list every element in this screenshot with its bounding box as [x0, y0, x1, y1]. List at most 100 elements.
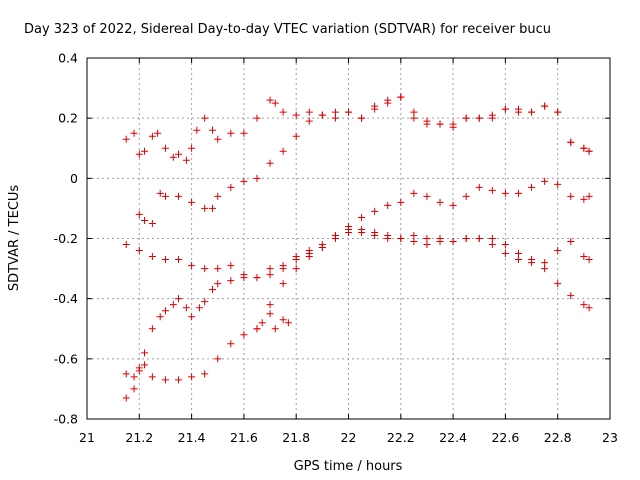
- data-point: [156, 189, 164, 197]
- data-point: [227, 277, 235, 285]
- data-point: [371, 207, 379, 215]
- data-point: [514, 250, 522, 258]
- data-point: [253, 174, 261, 182]
- data-point: [345, 108, 352, 116]
- data-point: [240, 177, 248, 185]
- data-point: [475, 114, 483, 122]
- data-point: [514, 256, 522, 264]
- data-point: [227, 129, 235, 137]
- data-point: [371, 228, 379, 236]
- data-point: [554, 108, 562, 116]
- data-point: [279, 262, 287, 270]
- data-point: [266, 310, 274, 318]
- y-tick-label: -0.2: [54, 231, 78, 246]
- data-point: [214, 265, 222, 273]
- data-point: [475, 235, 483, 242]
- data-point: [410, 238, 418, 246]
- data-point: [122, 394, 130, 402]
- data-point: [423, 192, 431, 200]
- data-point: [148, 132, 156, 140]
- data-point: [423, 117, 431, 125]
- data-point: [175, 256, 183, 264]
- data-point: [410, 108, 418, 116]
- data-point: [384, 99, 392, 107]
- data-point: [371, 105, 379, 113]
- data-point: [240, 129, 248, 137]
- data-point: [449, 238, 457, 246]
- data-point: [305, 117, 313, 125]
- data-point: [567, 138, 575, 146]
- x-axis: 21 21.2 21.4 21.6 21.8 22 22.2 22.4 22.6 22.8 23: [79, 58, 618, 445]
- data-point: [161, 376, 169, 384]
- y-tick-label: 0: [70, 171, 78, 186]
- data-point: [161, 256, 169, 264]
- data-point: [567, 192, 575, 200]
- data-point: [188, 144, 196, 152]
- data-point: [462, 235, 470, 242]
- data-point: [122, 135, 130, 143]
- data-point: [567, 238, 575, 246]
- data-point: [585, 256, 593, 264]
- x-tick-label: 22: [341, 430, 357, 445]
- data-point: [279, 280, 287, 288]
- data-point: [141, 216, 149, 224]
- x-axis-label: GPS time / hours: [294, 459, 403, 474]
- x-tick-label: 22.2: [387, 430, 415, 445]
- data-point: [130, 373, 138, 381]
- data-point: [580, 195, 588, 203]
- y-tick-label: -0.4: [54, 291, 78, 306]
- data-point: [266, 96, 274, 104]
- data-point: [188, 198, 196, 206]
- data-point: [279, 108, 287, 116]
- y-tick-label: -0.8: [54, 412, 78, 427]
- data-point: [554, 280, 562, 288]
- data-point: [130, 129, 138, 137]
- y-tick-label: 0.2: [58, 111, 78, 126]
- data-point: [528, 183, 536, 191]
- data-point: [397, 235, 405, 242]
- data-point: [292, 132, 300, 140]
- data-point: [253, 114, 261, 122]
- data-point: [423, 241, 431, 249]
- series-track-5: [122, 177, 593, 402]
- data-point: [410, 189, 418, 197]
- data-point: [175, 150, 183, 158]
- data-point: [214, 135, 222, 143]
- data-point: [122, 370, 130, 378]
- data-point: [585, 304, 593, 312]
- data-point: [305, 250, 313, 258]
- data-point: [209, 286, 217, 294]
- data-point: [580, 253, 588, 261]
- data-point: [266, 301, 274, 309]
- data-point: [541, 259, 549, 267]
- x-tick-label: 22.4: [439, 430, 467, 445]
- data-point: [436, 198, 444, 206]
- data-point: [169, 153, 177, 161]
- data-point: [501, 189, 509, 197]
- data-point: [345, 228, 352, 236]
- data-point: [148, 219, 156, 227]
- x-tick-label: 23: [602, 430, 618, 445]
- data-point: [436, 235, 444, 242]
- data-point: [514, 108, 522, 116]
- data-point: [175, 376, 183, 384]
- data-point: [227, 262, 235, 270]
- data-point: [209, 204, 217, 212]
- data-point: [214, 192, 222, 200]
- data-point: [284, 319, 292, 327]
- data-point: [195, 304, 203, 312]
- data-point: [161, 192, 169, 200]
- data-point: [279, 147, 287, 155]
- data-point: [240, 274, 248, 282]
- data-point: [135, 150, 143, 158]
- y-axis: -0.8 -0.6 -0.4 -0.2 0 0.2 0.4: [54, 51, 610, 427]
- x-tick-label: 21.6: [230, 430, 258, 445]
- y-tick-label: -0.6: [54, 351, 78, 366]
- data-point: [135, 210, 143, 218]
- data-point: [488, 241, 496, 249]
- data-point: [141, 349, 149, 357]
- data-point: [331, 108, 339, 116]
- data-point: [169, 301, 177, 309]
- data-point: [567, 292, 575, 300]
